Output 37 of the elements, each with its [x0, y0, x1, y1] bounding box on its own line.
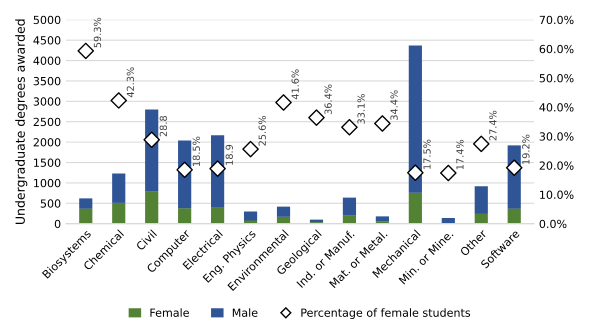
y2-tick-label: 70.0%: [540, 16, 574, 24]
y-tick-label: 4500: [33, 36, 60, 45]
data-label: 34.4%: [390, 90, 398, 120]
y-axis-title: Undergraduate degrees awarded: [15, 20, 28, 224]
data-label: 17.4%: [456, 140, 464, 170]
y2-tick-label: 50.0%: [540, 74, 574, 82]
y-tick-label: 1000: [34, 178, 60, 188]
y2-tick-label: 20.0%: [540, 161, 574, 170]
y-tick-label: 5000: [34, 16, 60, 24]
y-tick-label: 3000: [34, 97, 60, 106]
y2-tick-label: 60.0%: [540, 44, 574, 54]
y-tick-label: 2500: [34, 118, 60, 126]
y-tick-label: 2000: [34, 138, 60, 147]
data-label: 25.6%: [258, 116, 266, 146]
legend-label: Female: [150, 308, 189, 317]
y-tick-label: 1500: [34, 158, 60, 167]
legend-label: Percentage of female students: [301, 308, 470, 319]
data-label: 27.4%: [489, 110, 497, 140]
y2-tick-label: 40.0%: [539, 103, 574, 112]
y-tick-label: 3500: [34, 76, 60, 86]
y-tick-label: 500: [40, 199, 60, 208]
data-label: 59.3%: [94, 18, 102, 48]
data-label: 18.9: [226, 144, 233, 165]
y-tick-label: 4000: [33, 56, 60, 65]
data-label: 42.3%: [126, 67, 134, 98]
legend-label: Male: [232, 308, 258, 317]
data-label: 28.8: [160, 116, 168, 136]
y-tick-label: 0: [54, 220, 60, 228]
data-label: 19.2%: [522, 134, 530, 164]
data-label: 33.1%: [357, 94, 365, 124]
data-label: 18.5%: [192, 136, 200, 166]
y2-tick-label: 30.0%: [540, 132, 574, 141]
data-label: 41.6%: [291, 69, 299, 100]
data-label: 17.5%: [423, 140, 431, 169]
y2-tick-label: 10.0%: [540, 190, 574, 199]
data-label: 36.4%: [324, 84, 332, 114]
y2-tick-label: 0.0%: [540, 220, 566, 228]
